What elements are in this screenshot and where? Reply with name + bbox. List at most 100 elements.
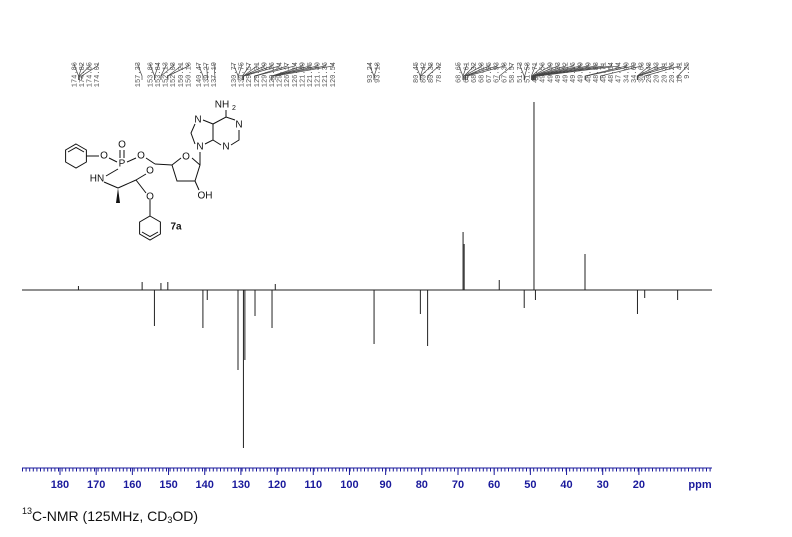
peak-label-leader <box>160 64 174 80</box>
peak-label: 130.77 <box>231 62 239 87</box>
bond <box>145 157 156 165</box>
atom-label: 2 <box>232 105 236 112</box>
peak-label-leader <box>533 64 582 80</box>
peak-label-leader <box>237 64 243 80</box>
peak-label-leader <box>677 64 688 80</box>
peak-label: 152.08 <box>170 62 178 87</box>
peak-label-leader <box>519 64 525 80</box>
peak-label-leader <box>198 64 204 80</box>
peak-label-leader <box>585 64 635 80</box>
atom-label: O <box>137 151 145 162</box>
peak-label-leader <box>499 64 513 80</box>
peak-label: 67.93 <box>494 62 502 83</box>
peak-label: 129.29 <box>261 62 269 87</box>
bond <box>117 179 137 189</box>
x-tick-label: 80 <box>416 479 428 491</box>
peak-label: 80.38 <box>428 62 436 83</box>
bond <box>141 231 159 238</box>
peak-label-leader <box>81 64 98 80</box>
atom-label: O <box>182 152 190 163</box>
bond <box>190 123 196 145</box>
x-axis-label: ppm <box>688 479 711 491</box>
peak-label-leader <box>537 64 620 80</box>
peak-label-leader <box>274 64 334 80</box>
peak-label: 140.47 <box>196 62 204 87</box>
x-tick-label: 170 <box>87 479 105 491</box>
peak-label: 129.57 <box>246 62 254 87</box>
x-tick-label: 110 <box>304 479 322 491</box>
peak-label: 129.31 <box>254 62 262 87</box>
peak-label: 157.33 <box>135 62 143 87</box>
peak-label-leader <box>534 64 597 80</box>
atom-label: HN <box>90 174 104 185</box>
bond <box>105 168 119 177</box>
peak-label: 174.01 <box>94 62 102 87</box>
peak-label-leader <box>637 64 673 80</box>
peak-label: 9.25 <box>684 62 692 79</box>
peak-label-leader <box>524 64 529 80</box>
peak-label-leader <box>533 64 589 80</box>
peak-label-leader <box>254 64 296 80</box>
peak-label: 93.24 <box>367 62 375 83</box>
peak-label-leader <box>427 64 440 80</box>
caption-part: OD) <box>172 508 198 524</box>
atom-label: N <box>194 115 201 126</box>
peak-label: 121.49 <box>299 62 307 87</box>
x-tick-label: 100 <box>340 479 358 491</box>
peak-label: 153.86 <box>147 62 155 87</box>
peak-label: 48.88 <box>593 62 601 83</box>
x-tick-label: 140 <box>196 479 214 491</box>
peak-label-leader <box>465 64 498 80</box>
peak-label: 150.18 <box>185 62 193 87</box>
x-tick-label: 20 <box>633 479 645 491</box>
bond <box>65 143 87 169</box>
peak-label: 34.90 <box>623 62 631 83</box>
peak-label: 150.21 <box>178 62 186 87</box>
bond <box>67 146 85 153</box>
peak-label-leader <box>535 64 612 80</box>
peak-label: 68.28 <box>479 62 487 83</box>
peak-label: 20.26 <box>669 62 677 83</box>
peak-label: 30.63 <box>639 62 647 83</box>
peak-label-leader <box>463 64 483 80</box>
peak-label-leader <box>373 64 378 80</box>
wedge <box>116 188 120 203</box>
peak-label-leader <box>462 64 467 80</box>
x-tick-label: 90 <box>380 479 392 491</box>
peak-label-leader <box>467 64 505 80</box>
peak-label: 126.17 <box>284 62 292 87</box>
x-tick-label: 150 <box>159 479 177 491</box>
peak-label: 129.26 <box>269 62 277 87</box>
peak-label-leader <box>534 64 605 80</box>
bond <box>171 157 182 166</box>
atom-label: O <box>100 151 108 162</box>
peak-label: 153.84 <box>155 62 163 87</box>
peak-label: 152.13 <box>163 62 171 87</box>
peak-label: 49.16 <box>570 62 578 83</box>
bond <box>126 157 137 163</box>
atom-label: NH <box>215 100 229 111</box>
caption-part: 13 <box>22 506 32 516</box>
peak-label: 67.38 <box>501 62 509 83</box>
peak-label-leader <box>213 64 216 80</box>
x-tick-label: 180 <box>51 479 69 491</box>
peak-label-leader <box>243 64 281 80</box>
bond <box>202 119 214 145</box>
peak-label: 121.40 <box>315 62 323 87</box>
peak-label: 130.75 <box>239 62 247 87</box>
peak-label: 126.14 <box>292 62 300 87</box>
peak-label: 120.54 <box>330 62 338 87</box>
peak-label-leader <box>271 64 326 80</box>
peak-label: 48.71 <box>601 62 609 83</box>
x-tick-label: 40 <box>560 479 572 491</box>
peak-label: 174.65 <box>87 62 95 87</box>
peak-label-leader <box>531 64 544 80</box>
x-tick-label: 70 <box>452 479 464 491</box>
peak-label-leader <box>600 64 643 80</box>
x-tick-label: 60 <box>488 479 500 491</box>
caption-part: 3 <box>167 515 172 525</box>
x-tick-label: 30 <box>597 479 609 491</box>
peak-label: 80.45 <box>413 62 421 83</box>
peak-label: 174.86 <box>71 62 79 87</box>
peak-label-leader <box>78 64 91 80</box>
